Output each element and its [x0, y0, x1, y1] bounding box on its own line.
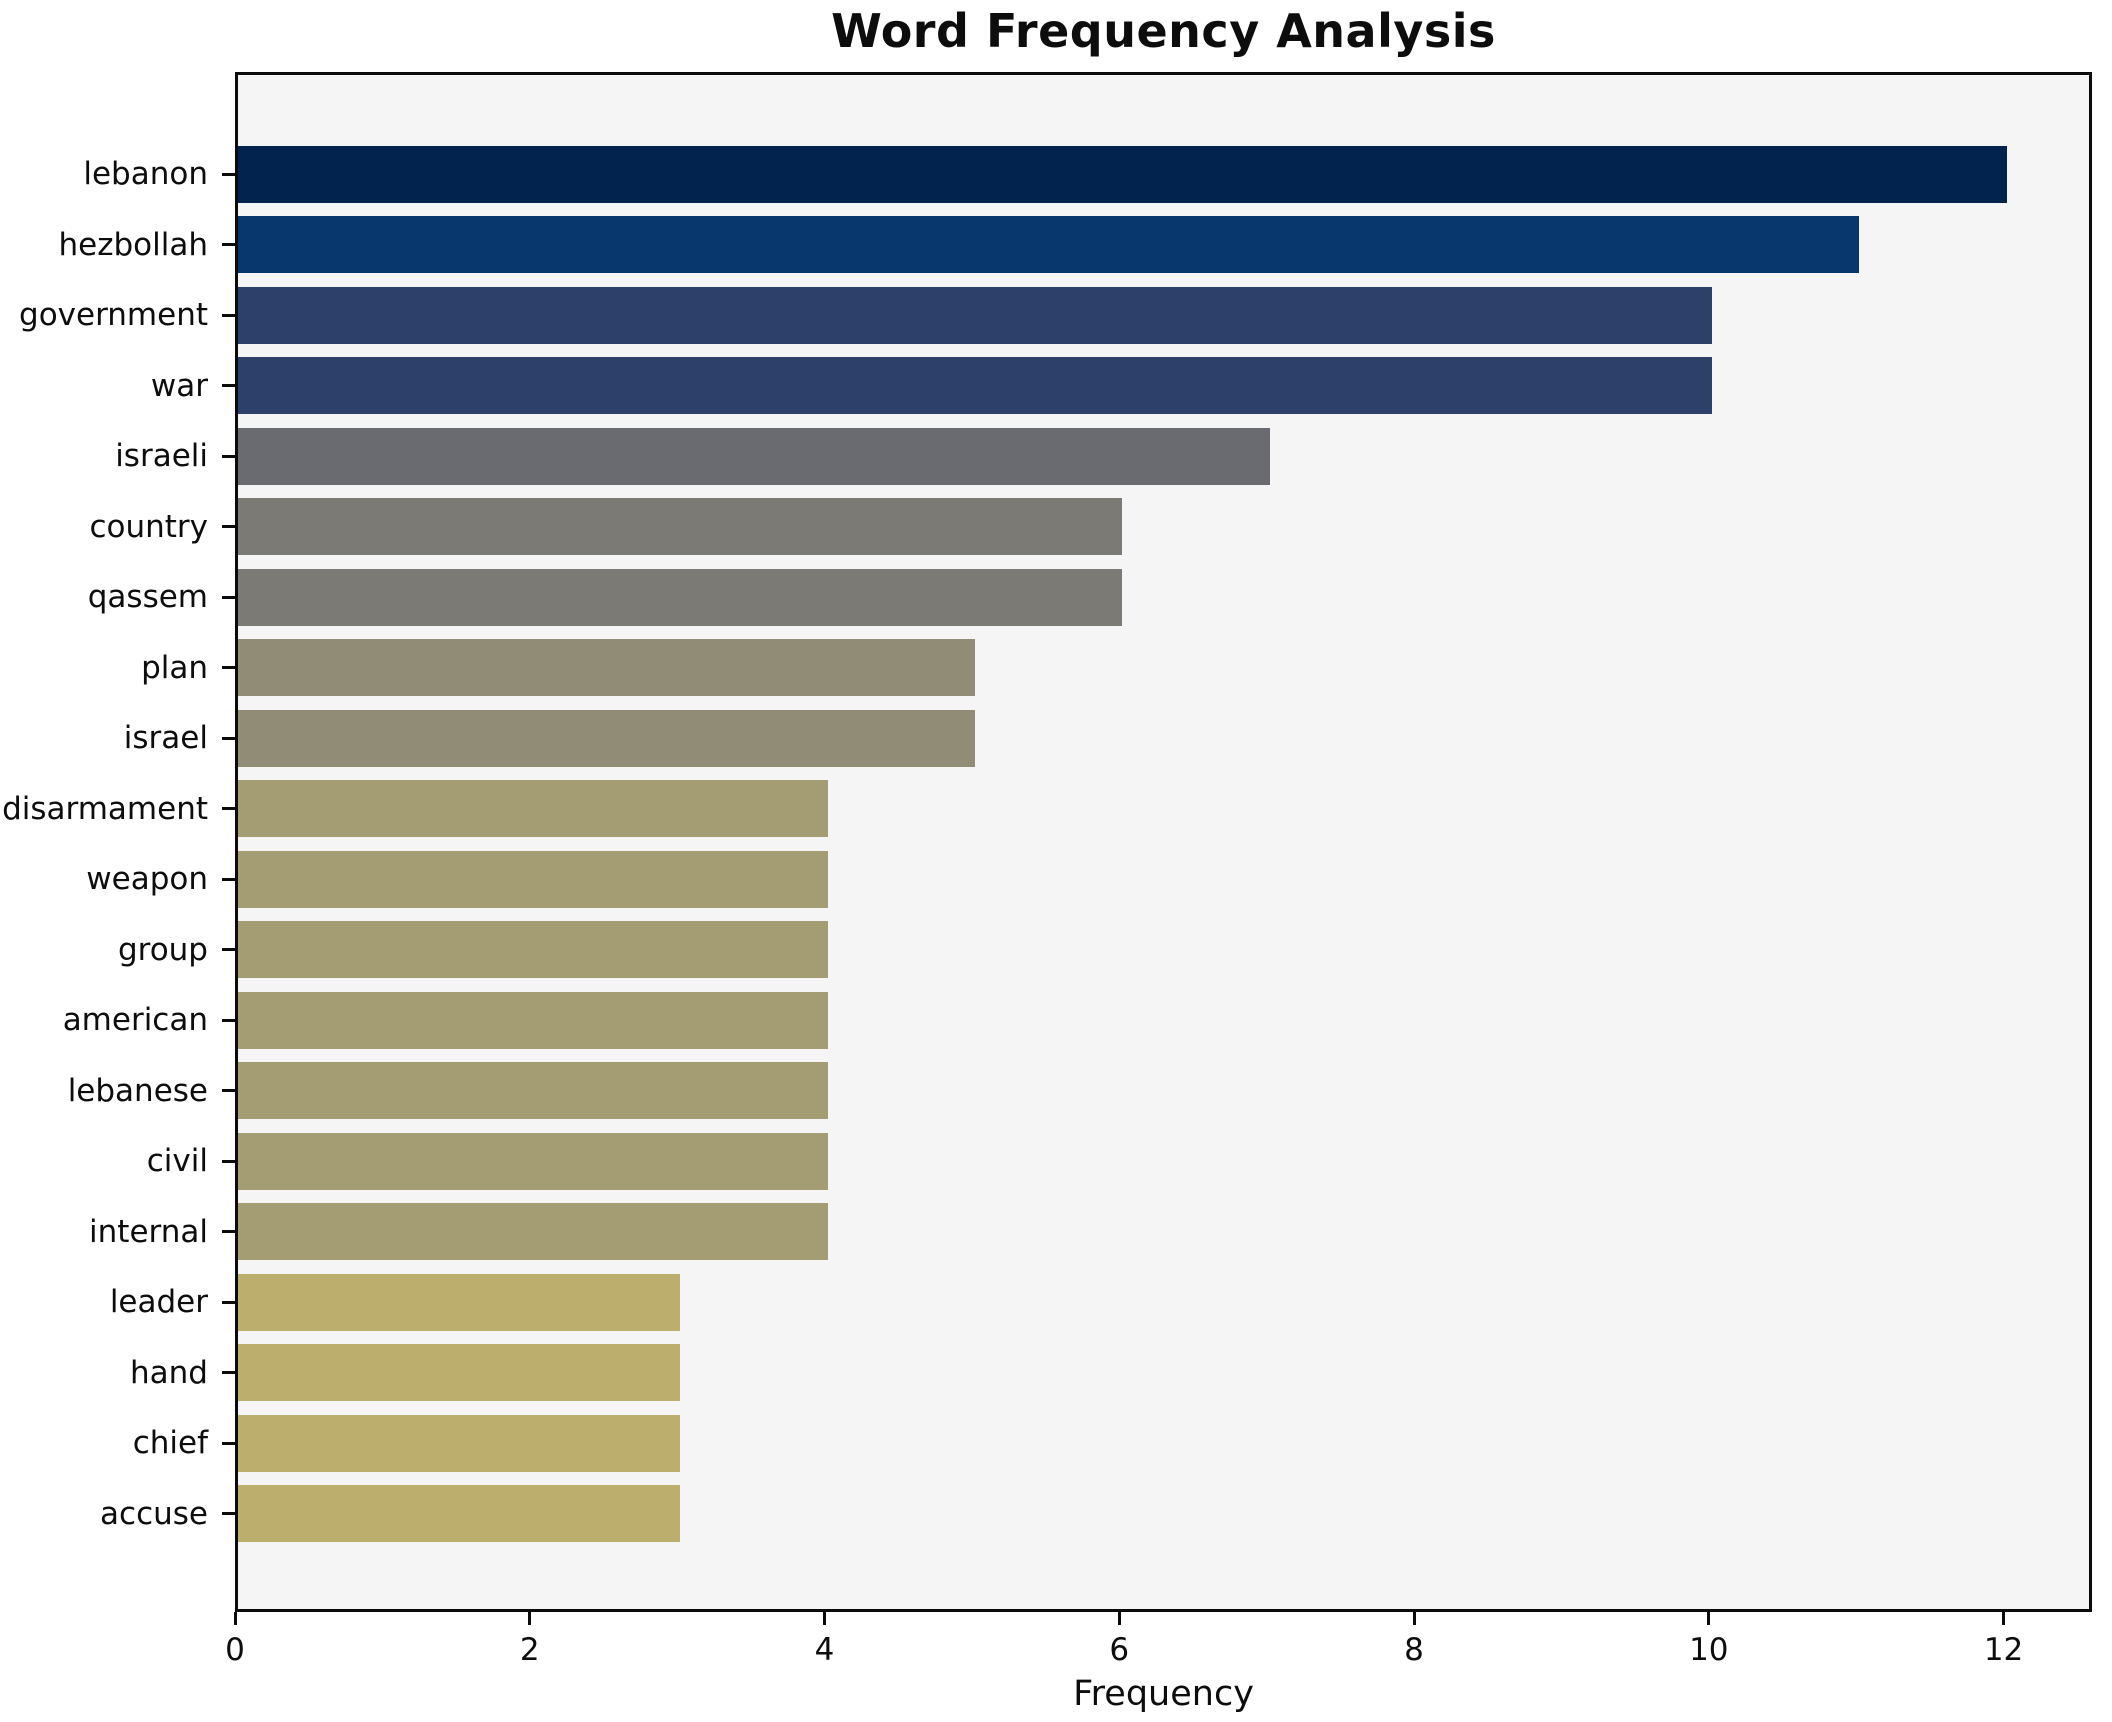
y-tick-mark: [222, 525, 235, 528]
bar-hand: [238, 1344, 680, 1401]
x-tick-mark: [823, 1612, 827, 1625]
x-tick-label-12: 12: [1983, 1632, 2024, 1668]
x-tick-mark: [233, 1612, 237, 1625]
y-tick-mark: [222, 1230, 235, 1233]
x-tick-mark: [528, 1612, 532, 1625]
y-tick-label-israel: israel: [123, 720, 208, 756]
x-tick-label-8: 8: [1404, 1632, 1424, 1668]
y-tick-mark: [222, 1300, 235, 1304]
x-tick-mark: [2002, 1612, 2006, 1625]
bar-plan: [238, 639, 975, 696]
y-tick-label-qassem: qassem: [87, 579, 208, 615]
bar-israel: [238, 709, 975, 767]
y-tick-mark: [222, 1371, 235, 1374]
bar-disarmament: [238, 780, 828, 837]
bar-country: [238, 498, 1122, 555]
y-tick-mark: [222, 666, 235, 669]
y-tick-mark: [222, 877, 235, 881]
y-tick-label-israeli: israeli: [115, 438, 208, 474]
y-tick-mark: [222, 1512, 235, 1515]
y-tick-mark: [222, 243, 235, 246]
y-tick-mark: [222, 807, 235, 810]
x-axis-label: Frequency: [1073, 1674, 1254, 1714]
y-tick-label-disarmament: disarmament: [2, 790, 208, 827]
x-tick-label-10: 10: [1689, 1632, 1729, 1668]
y-tick-mark: [222, 1018, 235, 1022]
y-tick-label-group: group: [117, 931, 208, 968]
bar-lebanese: [238, 1062, 828, 1119]
y-tick-mark: [222, 172, 235, 176]
x-tick-label-6: 6: [1109, 1632, 1130, 1668]
y-tick-mark: [222, 1089, 235, 1092]
y-tick-label-american: american: [62, 1002, 208, 1038]
y-tick-label-government: government: [19, 297, 208, 333]
bar-weapon: [238, 850, 828, 908]
bar-leader: [238, 1273, 680, 1331]
x-tick-mark: [1707, 1612, 1711, 1625]
bar-war: [238, 357, 1712, 414]
bar-accuse: [238, 1485, 680, 1542]
y-tick-mark: [222, 736, 235, 740]
x-tick-label-2: 2: [519, 1632, 540, 1668]
bar-group: [238, 921, 828, 978]
x-tick-label-0: 0: [225, 1632, 245, 1668]
bar-lebanon: [238, 145, 2007, 203]
bar-civil: [238, 1132, 828, 1190]
y-tick-label-weapon: weapon: [86, 861, 208, 897]
bar-qassem: [238, 568, 1122, 626]
y-tick-label-hand: hand: [130, 1354, 208, 1391]
x-tick-label-4: 4: [814, 1632, 835, 1668]
y-tick-mark: [222, 384, 235, 387]
y-tick-label-leader: leader: [109, 1284, 208, 1320]
plot-area: [235, 72, 2092, 1612]
chart-title: Word Frequency Analysis: [831, 4, 1496, 58]
y-tick-mark: [222, 454, 235, 458]
y-tick-label-civil: civil: [146, 1143, 208, 1179]
y-tick-mark: [222, 948, 235, 951]
bar-chief: [238, 1414, 680, 1472]
y-tick-label-lebanon: lebanon: [83, 156, 208, 192]
y-tick-mark: [222, 1441, 235, 1445]
y-tick-label-accuse: accuse: [100, 1495, 208, 1532]
y-tick-label-country: country: [89, 508, 208, 545]
x-tick-mark: [1117, 1612, 1121, 1625]
bar-hezbollah: [238, 216, 1859, 273]
bar-government: [238, 286, 1712, 344]
y-tick-label-war: war: [150, 367, 208, 404]
y-tick-label-chief: chief: [132, 1425, 208, 1461]
bar-israeli: [238, 427, 1270, 485]
y-tick-mark: [222, 595, 235, 599]
y-tick-label-hezbollah: hezbollah: [58, 226, 208, 263]
y-tick-label-internal: internal: [89, 1213, 208, 1250]
x-tick-mark: [1412, 1612, 1416, 1625]
y-tick-label-lebanese: lebanese: [67, 1072, 208, 1109]
y-tick-mark: [222, 1159, 235, 1163]
y-tick-label-plan: plan: [141, 649, 208, 686]
bar-american: [238, 991, 828, 1049]
bar-internal: [238, 1203, 828, 1260]
y-tick-mark: [222, 313, 235, 317]
